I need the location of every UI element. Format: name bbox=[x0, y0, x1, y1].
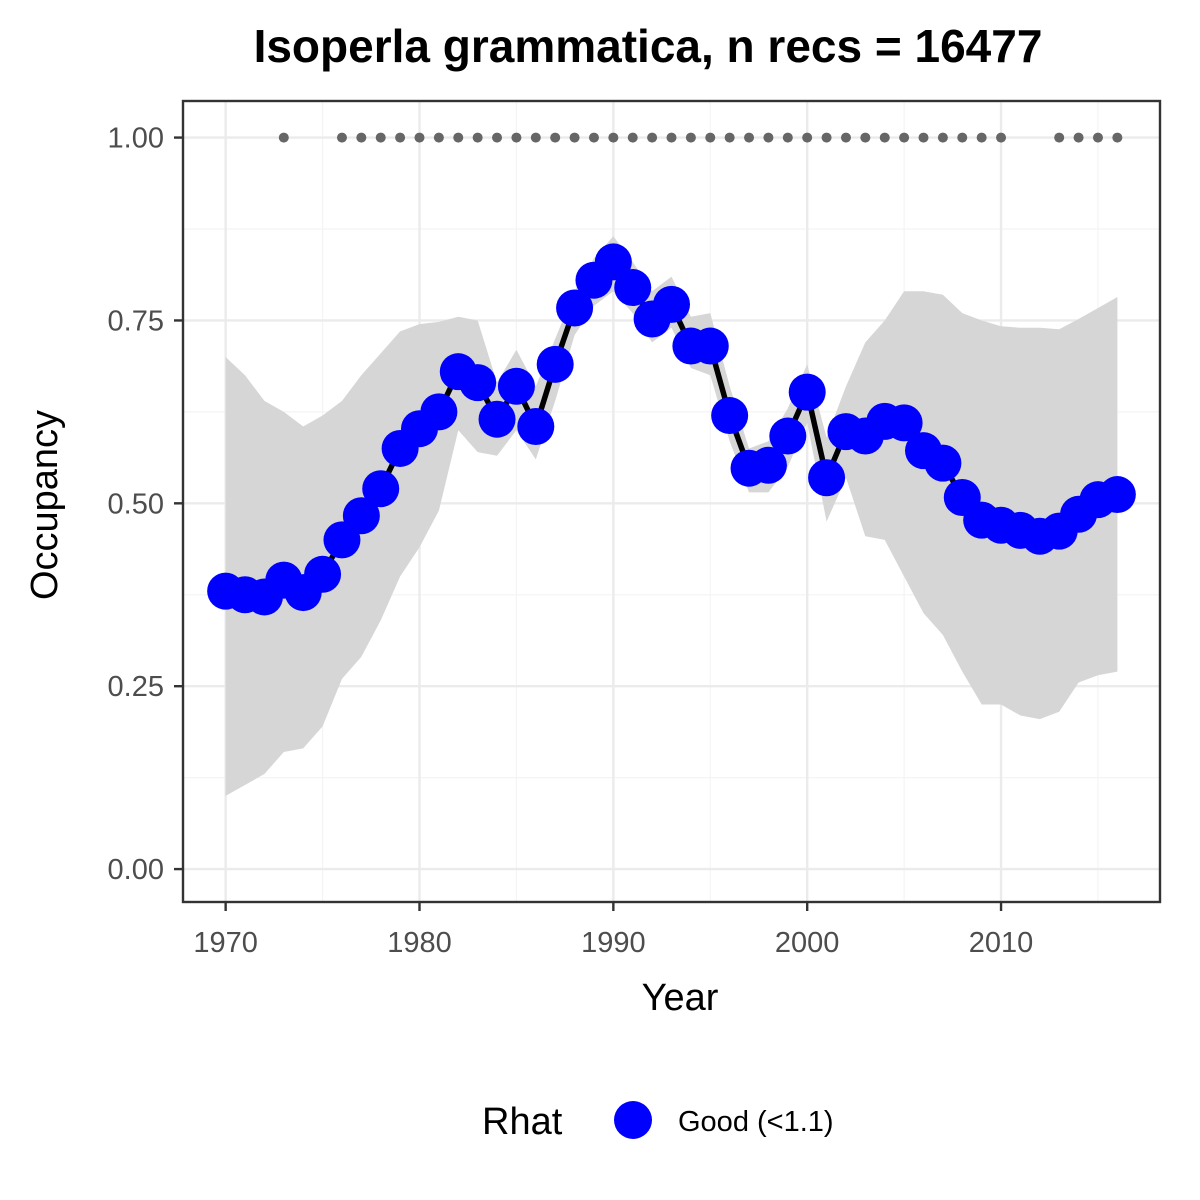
occupancy-point bbox=[536, 345, 574, 383]
occupancy-point bbox=[614, 269, 652, 307]
record-year-dot bbox=[588, 132, 599, 143]
legend-title: Rhat bbox=[482, 1101, 563, 1143]
record-year-dot bbox=[472, 132, 483, 143]
record-year-dot bbox=[802, 132, 813, 143]
x-tick-label: 1990 bbox=[581, 927, 646, 959]
y-tick-label: 0.50 bbox=[108, 488, 164, 520]
record-year-dot bbox=[937, 132, 948, 143]
record-year-dot bbox=[957, 132, 968, 143]
occupancy-point bbox=[749, 446, 787, 484]
record-year-dot bbox=[918, 132, 929, 143]
occupancy-point bbox=[1098, 476, 1136, 514]
occupancy-point bbox=[885, 404, 923, 442]
record-year-dot bbox=[821, 132, 832, 143]
occupancy-point bbox=[711, 397, 749, 435]
record-year-dot bbox=[433, 132, 444, 143]
record-year-dot bbox=[744, 132, 755, 143]
occupancy-point bbox=[304, 555, 342, 593]
record-year-dot bbox=[550, 132, 561, 143]
record-year-dot bbox=[375, 132, 386, 143]
occupancy-points bbox=[207, 243, 1136, 616]
occupancy-point bbox=[517, 408, 555, 446]
occupancy-point bbox=[362, 470, 400, 508]
occupancy-point bbox=[653, 285, 690, 323]
legend-label-good: Good (<1.1) bbox=[678, 1106, 834, 1138]
record-year-dot bbox=[647, 132, 658, 143]
record-year-dot bbox=[899, 132, 910, 143]
y-tick-label: 0.75 bbox=[108, 305, 164, 337]
record-year-dot bbox=[608, 132, 619, 143]
record-year-dot bbox=[627, 132, 638, 143]
record-year-dot bbox=[976, 132, 987, 143]
occupancy-point bbox=[691, 327, 729, 365]
y-tick-label: 1.00 bbox=[108, 123, 164, 155]
occupancy-point bbox=[497, 367, 535, 405]
occupancy-point bbox=[342, 497, 380, 535]
record-year-dot bbox=[763, 132, 774, 143]
y-axis-title: Occupancy bbox=[24, 410, 66, 600]
record-year-dot bbox=[996, 132, 1007, 143]
occupancy-point bbox=[556, 289, 594, 327]
occupancy-point bbox=[420, 393, 458, 431]
x-tick-label: 2010 bbox=[969, 927, 1034, 959]
record-year-dot bbox=[511, 132, 522, 143]
record-year-dot bbox=[1092, 132, 1103, 143]
occupancy-point bbox=[788, 373, 826, 411]
record-year-dot bbox=[705, 132, 716, 143]
occupancy-point bbox=[769, 417, 807, 455]
occupancy-point bbox=[808, 459, 846, 497]
record-year-dot bbox=[860, 132, 871, 143]
occupancy-point bbox=[459, 364, 497, 402]
chart-title: Isoperla grammatica, n recs = 16477 bbox=[254, 20, 1043, 72]
record-year-dot bbox=[356, 132, 367, 143]
record-year-dot bbox=[782, 132, 793, 143]
x-tick-label: 1970 bbox=[193, 927, 258, 959]
x-axis-title: Year bbox=[642, 977, 719, 1019]
record-year-dot bbox=[569, 132, 580, 143]
occupancy-point bbox=[924, 444, 962, 482]
record-year-dot bbox=[336, 132, 347, 143]
record-year-dot bbox=[530, 132, 541, 143]
record-year-dot bbox=[840, 132, 851, 143]
record-year-dot bbox=[453, 132, 464, 143]
record-year-dot bbox=[879, 132, 890, 143]
legend: Rhat Good (<1.1) bbox=[482, 1101, 834, 1143]
record-year-dot bbox=[414, 132, 425, 143]
y-tick-label: 0.00 bbox=[108, 854, 164, 886]
record-year-dot bbox=[724, 132, 735, 143]
y-tick-label: 0.25 bbox=[108, 671, 164, 703]
axes: 1970 1980 1990 2000 2010 0.00 0.25 0.50 0.75 1.00 bbox=[108, 99, 1162, 959]
x-tick-label: 2000 bbox=[775, 927, 840, 959]
occupancy-point bbox=[478, 400, 516, 438]
record-year-dot bbox=[395, 132, 406, 143]
record-year-dot bbox=[685, 132, 696, 143]
record-year-dot bbox=[666, 132, 677, 143]
record-year-dot bbox=[1073, 132, 1084, 143]
legend-key-good bbox=[614, 1101, 652, 1139]
occupancy-point bbox=[594, 243, 632, 281]
x-tick-label: 1980 bbox=[387, 927, 452, 959]
record-year-dot bbox=[278, 132, 289, 143]
record-year-dot bbox=[1112, 132, 1123, 143]
record-year-dots bbox=[278, 132, 1123, 143]
panel-border bbox=[181, 99, 1162, 904]
record-year-dot bbox=[492, 132, 503, 143]
record-year-dot bbox=[1054, 132, 1065, 143]
